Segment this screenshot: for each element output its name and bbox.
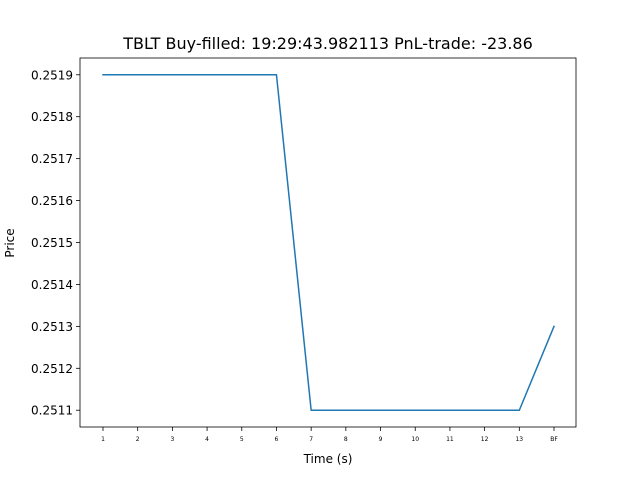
y-tick-label: 0.2515 [31,236,73,250]
y-tick-label: 0.2517 [31,152,73,166]
y-axis-label: Price [3,228,17,257]
x-tick-label: 11 [446,436,454,443]
x-tick-label: 1 [101,436,105,443]
x-tick-label: BF [550,436,558,443]
x-tick-label: 4 [205,436,209,443]
y-tick-label: 0.2516 [31,194,73,208]
y-tick-label: 0.2513 [31,320,73,334]
x-tick-label: 3 [170,436,174,443]
x-tick-label: 6 [275,436,279,443]
y-tick-label: 0.2511 [31,404,73,418]
x-tick-label: 10 [411,436,419,443]
x-tick-label: 7 [309,436,313,443]
x-tick-label: 8 [344,436,348,443]
chart-title: TBLT Buy-filled: 19:29:43.982113 PnL-tra… [122,34,533,53]
x-tick-label: 2 [136,436,140,443]
y-tick-label: 0.2518 [31,110,73,124]
plot-frame [79,57,577,428]
x-tick-label: 12 [481,436,489,443]
x-tick-label: 5 [240,436,244,443]
plot-area: 0.2511 0.2512 0.2513 0.2514 0.2515 0.2516 0.25… [31,57,577,443]
y-tick-label: 0.2514 [31,278,73,292]
y-tick-label: 0.2512 [31,362,73,376]
x-axis-label: Time (s) [303,452,353,466]
series-line [102,74,555,411]
x-tick-label: 9 [379,436,383,443]
x-tick-label: 13 [515,436,523,443]
y-tick-label: 0.2519 [31,68,73,82]
